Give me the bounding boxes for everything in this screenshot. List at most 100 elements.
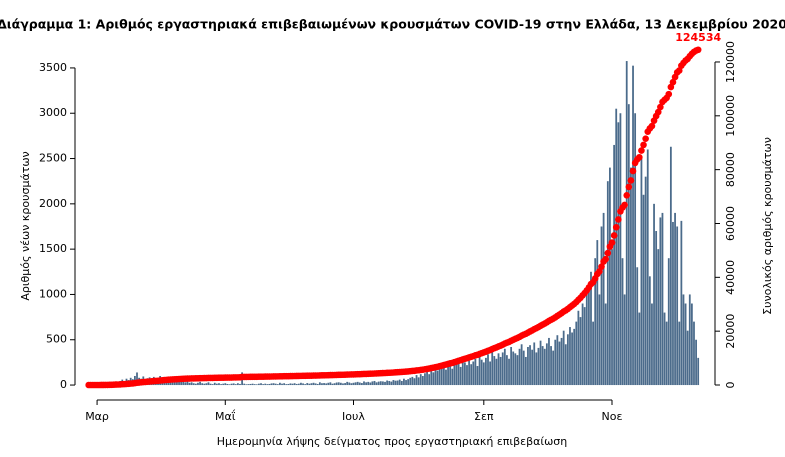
- cumulative-point: [610, 232, 618, 239]
- bar: [304, 384, 307, 386]
- bar: [470, 364, 473, 386]
- bar: [600, 226, 603, 386]
- bar: [365, 382, 367, 386]
- bar: [405, 380, 407, 386]
- y-tick-label: 0: [60, 378, 67, 391]
- bar: [663, 312, 666, 386]
- bar: [587, 285, 590, 386]
- y2-tick-label: 80000: [724, 152, 737, 187]
- bar: [329, 382, 332, 386]
- bar: [262, 384, 265, 386]
- bar: [627, 104, 630, 386]
- chart-title: Διάγραμμα 1: Αριθμός εργαστηριακά επιβεβ…: [0, 17, 785, 32]
- bar: [236, 383, 239, 386]
- bar: [339, 382, 342, 386]
- bar: [560, 337, 563, 386]
- bar: [203, 383, 206, 386]
- bar: [503, 348, 506, 386]
- bar: [386, 380, 389, 386]
- bar: [382, 381, 384, 386]
- bar: [268, 383, 271, 386]
- bar: [531, 349, 534, 386]
- bar: [190, 382, 193, 386]
- bar: [178, 380, 180, 386]
- bar: [352, 382, 355, 386]
- bar: [253, 384, 256, 386]
- cumulative-point: [694, 46, 702, 54]
- y-tick-label: 500: [46, 333, 67, 346]
- bar: [512, 351, 515, 386]
- bar: [533, 342, 536, 386]
- y-tick-label: 3500: [39, 61, 67, 74]
- bar: [218, 383, 220, 386]
- bar: [396, 380, 399, 386]
- bar: [552, 350, 555, 386]
- bar: [472, 361, 475, 386]
- bar: [457, 359, 460, 386]
- bar: [173, 381, 176, 386]
- bar: [611, 249, 613, 386]
- bar: [318, 382, 321, 386]
- bar: [672, 221, 674, 386]
- bar: [403, 378, 405, 386]
- bar: [302, 383, 304, 386]
- bar: [640, 158, 643, 386]
- bar: [400, 380, 403, 386]
- bar: [358, 382, 361, 386]
- bar: [596, 240, 599, 386]
- bar: [518, 348, 521, 386]
- y2-tick-label: 100000: [724, 95, 737, 137]
- bar: [424, 373, 426, 386]
- bar: [529, 345, 531, 386]
- bar: [604, 303, 607, 386]
- bar: [356, 381, 359, 386]
- bar: [379, 381, 382, 386]
- cumulative-point: [665, 90, 673, 98]
- bar: [251, 383, 254, 386]
- bar: [215, 383, 218, 386]
- bar: [411, 376, 414, 386]
- cumulative-point: [638, 147, 645, 154]
- bar: [613, 144, 616, 386]
- x-tick-label: Μαρ: [85, 410, 109, 423]
- bar: [453, 361, 456, 386]
- bar: [583, 307, 586, 386]
- bar: [676, 226, 679, 386]
- y-tick-label: 1000: [39, 287, 67, 300]
- bar: [260, 383, 262, 386]
- bar: [697, 357, 700, 386]
- bar: [602, 212, 605, 386]
- bar: [497, 353, 500, 386]
- bar: [606, 181, 609, 386]
- bar: [499, 356, 502, 386]
- bar: [577, 310, 580, 386]
- x-axis-label: Ημερομηνία λήψης δείγματος προς εργαστηρ…: [217, 435, 568, 448]
- bar: [623, 294, 626, 386]
- bar: [655, 231, 658, 386]
- bar: [377, 381, 380, 386]
- cumulative-point: [669, 78, 677, 86]
- bar: [455, 363, 458, 386]
- bar: [409, 377, 412, 386]
- bar: [461, 357, 464, 386]
- bar: [371, 381, 374, 386]
- bar: [287, 383, 290, 386]
- bar: [474, 358, 477, 386]
- bar: [478, 356, 481, 386]
- y-tick-label: 3000: [39, 106, 67, 119]
- bar: [337, 382, 340, 386]
- bar: [667, 258, 670, 386]
- bar: [419, 374, 422, 386]
- bar: [489, 361, 491, 386]
- y2-tick-label: 20000: [724, 314, 737, 349]
- bar: [234, 384, 237, 386]
- bar: [665, 321, 668, 386]
- bar: [495, 358, 498, 386]
- y2-tick-label: 120000: [724, 41, 737, 83]
- bar: [449, 366, 452, 386]
- bar: [644, 176, 647, 386]
- bar: [417, 377, 420, 386]
- bar: [249, 383, 252, 386]
- bar: [293, 383, 296, 386]
- bar: [651, 303, 653, 386]
